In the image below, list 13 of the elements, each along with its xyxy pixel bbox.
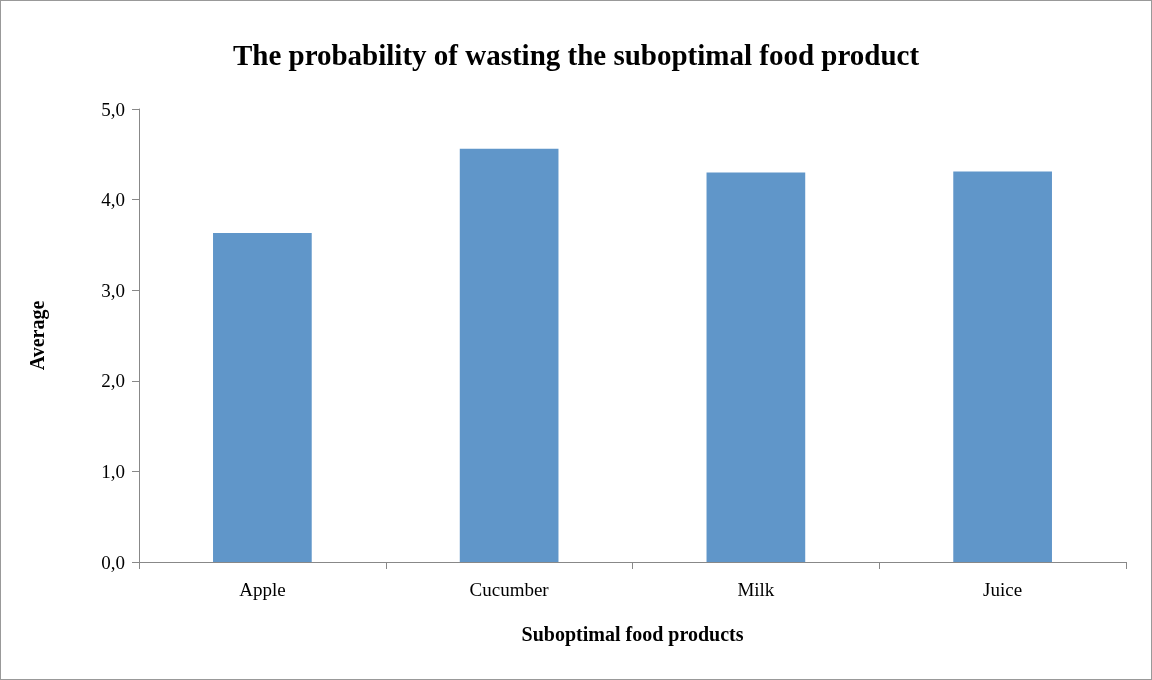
y-axis-title: Average [26, 300, 49, 371]
x-axis-title: Suboptimal food products [521, 623, 744, 646]
y-tick-label: 0,0 [101, 551, 125, 573]
y-tick-label: 1,0 [101, 460, 125, 482]
y-tick-label: 2,0 [101, 370, 125, 392]
x-tick-label: Milk [737, 579, 775, 600]
y-tick-label: 5,0 [101, 98, 125, 120]
y-tick-label: 4,0 [101, 189, 125, 211]
x-tick-label: Juice [983, 579, 1023, 600]
x-tick-label: Apple [239, 579, 286, 600]
x-tick-label: Cucumber [469, 579, 550, 600]
chart-title: The probability of wasting the suboptimal food product [232, 38, 920, 71]
y-tick-label: 3,0 [101, 279, 125, 301]
